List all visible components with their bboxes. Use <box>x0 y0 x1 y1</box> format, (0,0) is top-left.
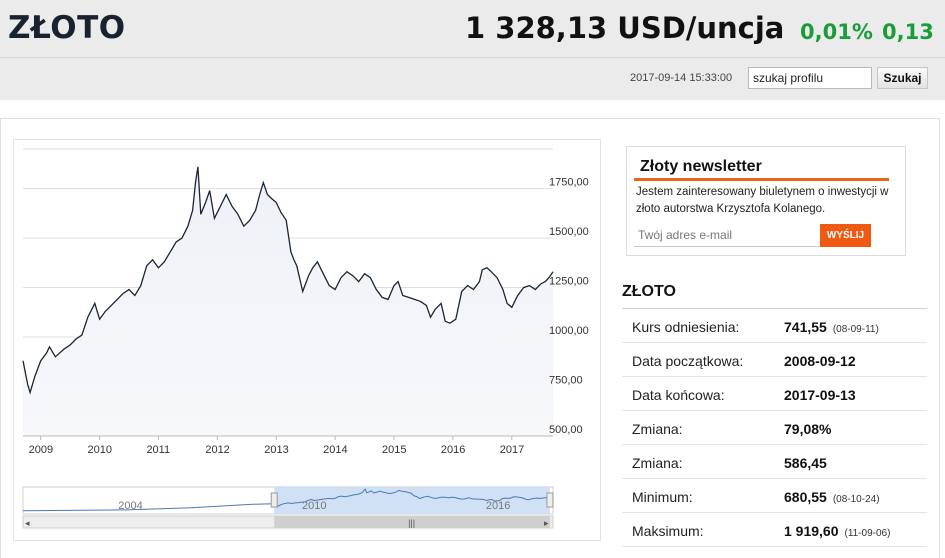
y-tick-label: 750,00 <box>549 375 583 387</box>
x-tick-label: 2014 <box>323 444 347 456</box>
x-tick-label: 2011 <box>146 444 170 456</box>
stats-value: 2008-09-12 <box>784 353 856 369</box>
y-tick-label: 1750,00 <box>549 177 589 189</box>
price-value: 1 328,13 USD/uncja <box>465 11 785 45</box>
stats-label: Minimum: <box>632 489 693 505</box>
stats-row: Data początkowa: 2008-09-12 <box>622 343 927 377</box>
price-area <box>23 166 553 437</box>
scroll-right-icon[interactable]: ▸ <box>544 518 549 528</box>
change-absolute: 0,13 <box>882 20 934 44</box>
timestamp: 2017-09-14 15:33:00 <box>630 72 733 84</box>
search-input[interactable] <box>748 67 872 89</box>
navigator[interactable]: 2004 2010 2016 ||| ◂ ▸ <box>22 486 554 529</box>
stats-label: Maksimum: <box>632 523 704 539</box>
stats-label: Data końcowa: <box>632 387 725 403</box>
x-tick-label: 2009 <box>29 444 53 456</box>
stats-value: 680,55 (08-10-24) <box>784 489 880 505</box>
stats-value-text: 680,55 <box>784 489 827 505</box>
navigator-handle-left[interactable] <box>270 492 278 508</box>
y-tick-label: 1500,00 <box>549 226 589 238</box>
search-button[interactable]: Szukaj <box>877 67 928 89</box>
email-field[interactable] <box>634 223 819 247</box>
stats-label: Zmiana: <box>632 421 683 437</box>
x-tick-label: 2012 <box>205 444 229 456</box>
stats-value: 79,08% <box>784 421 831 437</box>
x-tick-label: 2016 <box>441 444 465 456</box>
stats-row: Data końcowa: 2017-09-13 <box>622 377 927 411</box>
x-tick-label: 2010 <box>88 444 112 456</box>
newsletter-rule <box>634 178 889 181</box>
y-tick-label: 500,00 <box>549 424 583 436</box>
x-axis-ticks: 2009 2010 2011 2012 2013 2014 2015 2016 2017 <box>23 435 553 456</box>
grip-icon: ||| <box>408 518 415 528</box>
newsletter-title: Złoty newsletter <box>640 158 762 175</box>
newsletter-text: Jestem zainteresowany biuletynem o inwes… <box>636 186 889 215</box>
y-tick-label: 1000,00 <box>549 325 589 337</box>
navigator-handle-right[interactable] <box>546 492 554 508</box>
price-chart: 500,00 750,00 1000,00 1250,00 1500,00 1750,00… <box>22 148 589 529</box>
change-percent: 0,01% <box>800 20 873 44</box>
price-line <box>22 166 554 395</box>
stats-label: Zmiana: <box>632 455 683 471</box>
stats-note: (08-10-24) <box>832 494 880 505</box>
stats-divider <box>622 308 927 309</box>
stats-label: Data początkowa: <box>632 353 744 369</box>
stats-note: (11-09-06) <box>844 528 891 539</box>
stats-title: ZŁOTO <box>622 283 676 300</box>
stats-value-text: 741,55 <box>784 319 827 335</box>
navigator-line <box>22 488 550 512</box>
navigator-tick-label: 2004 <box>118 500 142 512</box>
stats-value: 741,55 (08-09-11) <box>784 319 879 335</box>
stats-value: 2017-09-13 <box>784 387 856 403</box>
stats-value-text: 2017-09-13 <box>784 387 856 403</box>
scroll-left-icon[interactable]: ◂ <box>25 518 30 528</box>
stats-note: (08-09-11) <box>832 324 879 335</box>
stats-row: Zmiana: 79,08% <box>622 411 927 445</box>
navigator-tick-label: 2016 <box>486 500 510 512</box>
stats-value-text: 79,08% <box>784 421 832 437</box>
x-tick-label: 2013 <box>264 444 288 456</box>
send-button[interactable]: WYŚLIJ <box>820 224 871 247</box>
x-tick-label: 2015 <box>382 444 406 456</box>
y-tick-label: 1250,00 <box>549 276 589 288</box>
navigator-selection[interactable] <box>274 487 550 514</box>
stats-row: Maksimum: 1 919,60 (11-09-06) <box>622 513 927 547</box>
page-title: ZŁOTO <box>8 10 126 46</box>
stats-row: Zmiana: 586,45 <box>622 445 927 479</box>
stats-value: 1 919,60 (11-09-06) <box>784 523 890 539</box>
stats-value-text: 1 919,60 <box>784 523 839 539</box>
x-tick-label: 2017 <box>500 444 524 456</box>
stats-value-text: 586,45 <box>784 455 827 471</box>
stats-value: 586,45 <box>784 455 827 471</box>
stats-row: Kurs odniesienia: 741,55 (08-09-11) <box>622 309 927 343</box>
stats-label: Kurs odniesienia: <box>632 319 740 335</box>
header-divider <box>0 57 945 58</box>
stats-value-text: 2008-09-12 <box>784 353 856 369</box>
navigator-tick-label: 2010 <box>302 500 326 512</box>
stats-row: Minimum: 680,55 (08-10-24) <box>622 479 927 513</box>
y-axis-ticks: 500,00 750,00 1000,00 1250,00 1500,00 1750,00 <box>549 177 589 436</box>
scrollbar-thumb[interactable] <box>274 516 550 528</box>
